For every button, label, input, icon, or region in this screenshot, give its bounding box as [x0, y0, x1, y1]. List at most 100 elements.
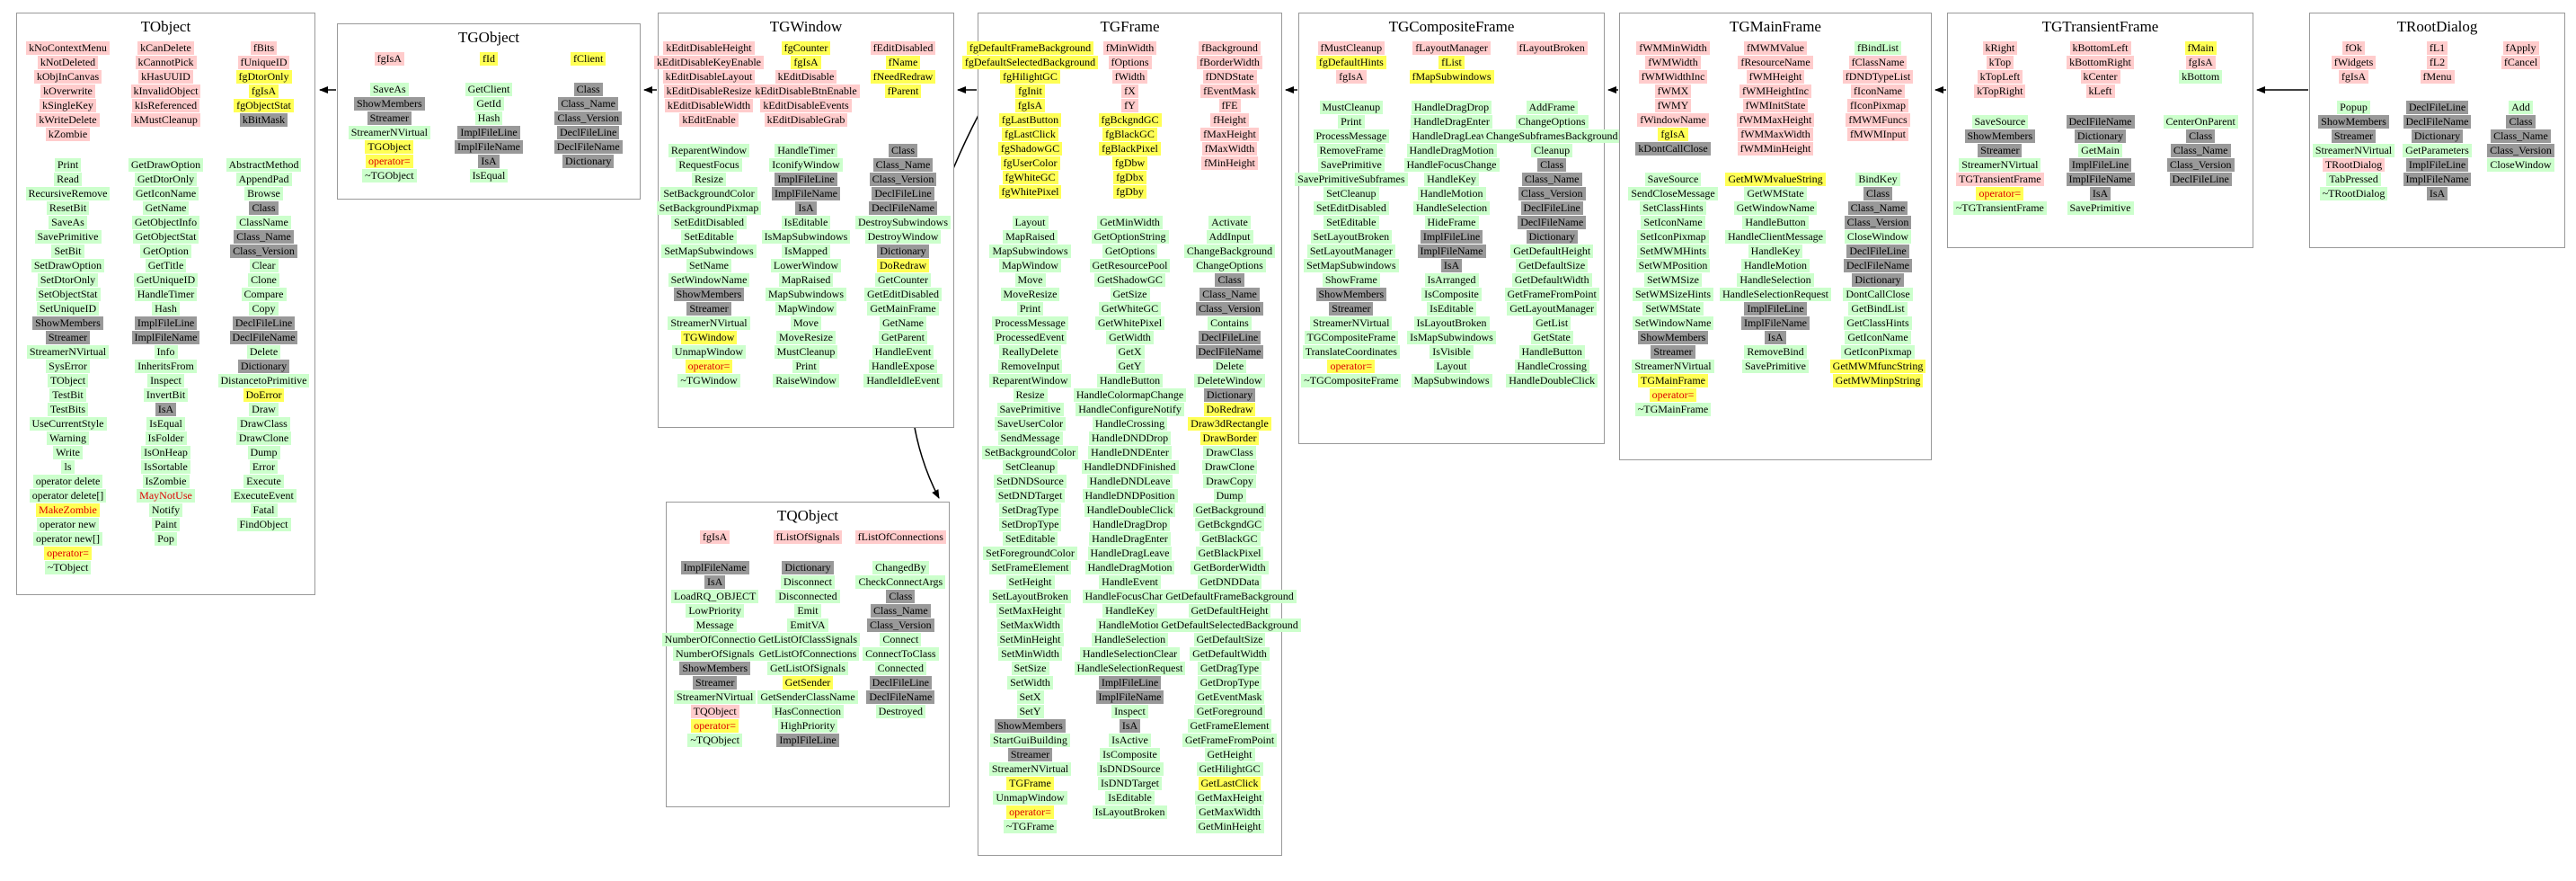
member-item[interactable]: fWMMaxWidth: [1738, 128, 1813, 141]
member-item[interactable]: GetClient: [465, 83, 513, 96]
member-item[interactable]: GetListOfConnections: [756, 647, 860, 661]
member-item[interactable]: GetName: [880, 316, 926, 330]
member-item[interactable]: GetWidth: [1106, 331, 1154, 344]
member-item[interactable]: Dictionary: [2074, 129, 2127, 143]
member-item[interactable]: fgIsA: [1336, 70, 1367, 84]
member-item[interactable]: EmitVA: [787, 618, 828, 632]
member-item[interactable]: Class: [2506, 115, 2536, 129]
member-item[interactable]: Class_Version: [2487, 144, 2554, 157]
member-item[interactable]: IsEqual: [146, 417, 185, 431]
member-item[interactable]: GetDrawOption: [128, 158, 204, 172]
member-item[interactable]: IsA: [155, 403, 177, 416]
member-item[interactable]: kSingleKey: [40, 99, 96, 112]
member-item[interactable]: operator=: [365, 155, 413, 168]
member-item[interactable]: fgDbw: [1111, 156, 1148, 170]
member-item[interactable]: GetSender: [782, 676, 834, 690]
member-item[interactable]: IsEditable: [1105, 791, 1155, 805]
member-item[interactable]: DestroyWindow: [864, 230, 942, 244]
member-item[interactable]: Layout: [1433, 360, 1470, 373]
member-item[interactable]: kCannotPick: [135, 56, 197, 69]
member-item[interactable]: RemoveFrame: [1316, 144, 1386, 157]
member-item[interactable]: IsOnHeap: [141, 446, 190, 459]
member-item[interactable]: HandleTimer: [134, 288, 198, 301]
member-item[interactable]: TestBit: [49, 388, 86, 402]
member-item[interactable]: Hash: [474, 111, 503, 125]
member-item[interactable]: Dictionary: [1526, 230, 1578, 244]
member-item[interactable]: fWMMinWidth: [1636, 41, 1710, 55]
member-item[interactable]: fDNDState: [1202, 70, 1257, 84]
member-item[interactable]: ImplFileName: [2403, 173, 2472, 186]
member-item[interactable]: Dictionary: [877, 245, 929, 258]
member-item[interactable]: DoError: [243, 388, 285, 402]
member-item[interactable]: GetState: [1530, 331, 1573, 344]
member-item[interactable]: kCenter: [2080, 70, 2120, 84]
member-item[interactable]: DeclFileName: [2066, 115, 2135, 129]
member-item[interactable]: MapSubwindows: [765, 288, 846, 301]
member-item[interactable]: TGWindow: [680, 331, 738, 344]
member-item[interactable]: fApply: [2502, 41, 2539, 55]
member-item[interactable]: SetWindowName: [668, 273, 750, 287]
member-item[interactable]: MustCleanup: [1319, 101, 1384, 114]
member-item[interactable]: HandleButton: [1742, 216, 1809, 229]
member-item[interactable]: SetDrawOption: [31, 259, 105, 272]
member-item[interactable]: fgIsA: [1014, 99, 1046, 112]
member-item[interactable]: fWMMinHeight: [1737, 142, 1814, 156]
member-item[interactable]: ShowMembers: [673, 288, 745, 301]
member-item[interactable]: IsFolder: [145, 432, 187, 445]
member-item[interactable]: SetWidth: [1007, 676, 1053, 690]
member-item[interactable]: IsArranged: [1424, 273, 1479, 287]
member-item[interactable]: ImplFileName: [1095, 690, 1164, 704]
member-item[interactable]: Delete: [246, 345, 281, 359]
member-item[interactable]: fMWMValue: [1744, 41, 1807, 55]
member-item[interactable]: kEditDisableBtnEnable: [752, 85, 860, 98]
member-item[interactable]: fgIsA: [1658, 128, 1688, 141]
member-item[interactable]: MapWindow: [999, 259, 1061, 272]
member-item[interactable]: SetWMState: [1642, 302, 1704, 316]
member-item[interactable]: fgCounter: [781, 41, 831, 55]
member-item[interactable]: HandleDoubleClick: [1506, 374, 1598, 387]
member-item[interactable]: GetResourcePool: [1089, 259, 1171, 272]
member-item[interactable]: SetLayoutManager: [1306, 245, 1395, 258]
member-item[interactable]: HandleButton: [1096, 374, 1164, 387]
member-item[interactable]: Popup: [2337, 101, 2370, 114]
member-item[interactable]: HandleEvent: [1099, 575, 1161, 589]
member-item[interactable]: GetDefaultWidth: [1190, 647, 1270, 661]
member-item[interactable]: GetBckgndGC: [1194, 518, 1265, 531]
member-item[interactable]: Streamer: [45, 331, 91, 344]
member-item[interactable]: fMWMFuncs: [1846, 113, 1910, 127]
member-item[interactable]: GetFrameElement: [1187, 719, 1272, 733]
member-item[interactable]: HandleSelectionClear: [1079, 647, 1181, 661]
member-item[interactable]: kNotDeleted: [37, 56, 99, 69]
member-item[interactable]: Read: [54, 173, 82, 186]
member-item[interactable]: fgBlackGC: [1102, 128, 1157, 141]
member-item[interactable]: ImplFileName: [131, 331, 200, 344]
member-item[interactable]: GetName: [142, 201, 190, 215]
member-item[interactable]: Move: [1014, 273, 1046, 287]
member-item[interactable]: fWidgets: [2331, 56, 2377, 69]
member-item[interactable]: fList: [1438, 56, 1465, 69]
member-item[interactable]: Print: [54, 158, 82, 172]
member-item[interactable]: HandleDNDDrop: [1088, 432, 1172, 445]
member-item[interactable]: operator delete: [32, 475, 103, 488]
member-item[interactable]: GetDefaultSelectedBackground: [1158, 618, 1301, 632]
member-item[interactable]: IsLayoutBroken: [1413, 316, 1490, 330]
member-item[interactable]: Class: [1863, 187, 1892, 200]
member-item[interactable]: RecursiveRemove: [25, 187, 111, 200]
member-item[interactable]: fParent: [884, 85, 922, 98]
member-item[interactable]: ShowMembers: [2318, 115, 2389, 129]
member-item[interactable]: kBottomRight: [2067, 56, 2134, 69]
member-item[interactable]: CheckConnectArgs: [855, 575, 946, 589]
member-item[interactable]: RequestFocus: [676, 158, 742, 172]
member-item[interactable]: TGMainFrame: [1638, 374, 1708, 387]
member-item[interactable]: fWMWidthInc: [1638, 70, 1708, 84]
member-item[interactable]: SavePrimitive: [996, 403, 1064, 416]
member-item[interactable]: DrawBorder: [1199, 432, 1260, 445]
member-item[interactable]: IsDNDTarget: [1098, 777, 1162, 790]
member-item[interactable]: MoveResize: [1000, 288, 1060, 301]
member-item[interactable]: HandleDNDPosition: [1082, 489, 1178, 503]
member-item[interactable]: Class: [1215, 273, 1244, 287]
member-item[interactable]: Class_Version: [1844, 216, 1912, 229]
member-item[interactable]: IsA: [795, 201, 817, 215]
member-item[interactable]: kCanDelete: [137, 41, 194, 55]
member-item[interactable]: ~TQObject: [687, 734, 742, 747]
